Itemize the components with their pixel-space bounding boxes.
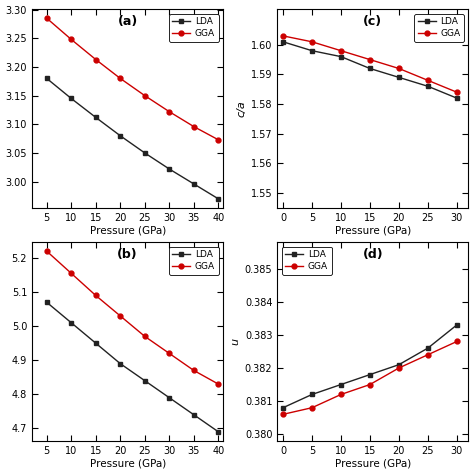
GGA: [216, 137, 221, 143]
LDA: [142, 150, 147, 156]
LDA: [118, 361, 123, 366]
LDA: [454, 322, 460, 328]
Line: GGA: GGA: [281, 339, 459, 417]
GGA: [280, 33, 286, 39]
GGA: [396, 365, 402, 371]
GGA: [93, 292, 99, 298]
LDA: [216, 429, 221, 435]
X-axis label: Pressure (GPa): Pressure (GPa): [90, 226, 166, 236]
LDA: [454, 95, 460, 101]
LDA: [44, 75, 50, 81]
LDA: [396, 362, 402, 367]
LDA: [338, 382, 344, 387]
LDA: [191, 412, 197, 418]
X-axis label: Pressure (GPa): Pressure (GPa): [335, 226, 411, 236]
LDA: [425, 345, 431, 351]
GGA: [396, 66, 402, 72]
Line: GGA: GGA: [44, 16, 221, 142]
GGA: [338, 392, 344, 397]
GGA: [280, 411, 286, 417]
LDA: [68, 96, 74, 101]
LDA: [166, 166, 172, 172]
GGA: [338, 48, 344, 54]
Y-axis label: u: u: [231, 338, 241, 345]
Legend: LDA, GGA: LDA, GGA: [282, 246, 332, 274]
LDA: [280, 405, 286, 410]
GGA: [191, 368, 197, 374]
GGA: [118, 313, 123, 319]
GGA: [191, 124, 197, 129]
LDA: [44, 300, 50, 305]
GGA: [166, 351, 172, 356]
GGA: [68, 36, 74, 42]
Line: GGA: GGA: [281, 34, 459, 95]
GGA: [367, 382, 373, 387]
GGA: [216, 381, 221, 387]
LDA: [118, 133, 123, 138]
LDA: [166, 395, 172, 401]
GGA: [44, 15, 50, 21]
GGA: [142, 334, 147, 339]
GGA: [44, 248, 50, 254]
X-axis label: Pressure (GPa): Pressure (GPa): [90, 458, 166, 468]
GGA: [454, 90, 460, 95]
LDA: [367, 66, 373, 72]
GGA: [68, 271, 74, 276]
Line: LDA: LDA: [44, 300, 221, 434]
GGA: [309, 405, 315, 410]
Line: LDA: LDA: [281, 322, 459, 410]
GGA: [118, 75, 123, 81]
Line: LDA: LDA: [44, 76, 221, 201]
LDA: [309, 392, 315, 397]
LDA: [216, 196, 221, 201]
LDA: [396, 74, 402, 80]
Line: GGA: GGA: [44, 249, 221, 386]
GGA: [425, 78, 431, 83]
LDA: [68, 320, 74, 326]
Text: (d): (d): [363, 248, 383, 261]
LDA: [191, 181, 197, 187]
LDA: [309, 48, 315, 54]
X-axis label: Pressure (GPa): Pressure (GPa): [335, 458, 411, 468]
LDA: [93, 115, 99, 120]
Legend: LDA, GGA: LDA, GGA: [169, 246, 219, 274]
Legend: LDA, GGA: LDA, GGA: [414, 14, 464, 42]
LDA: [338, 54, 344, 59]
GGA: [425, 352, 431, 357]
Legend: LDA, GGA: LDA, GGA: [169, 14, 219, 42]
LDA: [142, 378, 147, 383]
Line: LDA: LDA: [281, 39, 459, 100]
LDA: [425, 83, 431, 89]
LDA: [93, 340, 99, 346]
GGA: [367, 57, 373, 63]
Text: (b): (b): [118, 248, 138, 261]
LDA: [280, 39, 286, 45]
Text: (a): (a): [118, 15, 138, 28]
GGA: [454, 338, 460, 344]
GGA: [309, 39, 315, 45]
GGA: [142, 93, 147, 99]
GGA: [93, 57, 99, 63]
Y-axis label: c/a: c/a: [237, 100, 246, 117]
GGA: [166, 109, 172, 115]
Text: (c): (c): [363, 15, 383, 28]
LDA: [367, 372, 373, 377]
